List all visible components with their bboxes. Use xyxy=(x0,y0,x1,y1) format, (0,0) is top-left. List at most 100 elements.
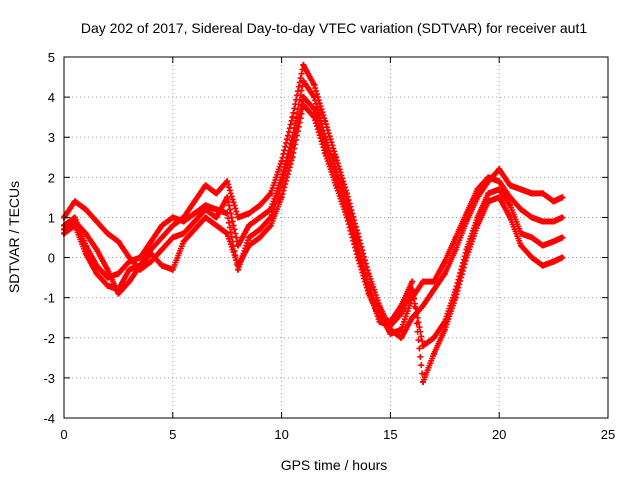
y-axis-label: SDTVAR / TECUs xyxy=(6,181,22,293)
data-point xyxy=(528,190,535,197)
data-point xyxy=(528,214,535,221)
data-point xyxy=(430,286,437,293)
data-point xyxy=(550,258,557,265)
data-point xyxy=(387,330,394,337)
data-point xyxy=(267,190,274,197)
data-point xyxy=(180,230,187,237)
data-point xyxy=(158,246,165,253)
x-axis-label: GPS time / hours xyxy=(281,457,388,473)
data-point xyxy=(213,190,220,197)
data-point xyxy=(517,186,524,193)
data-point xyxy=(191,226,198,233)
data-point xyxy=(256,214,263,221)
data-point xyxy=(148,238,155,245)
y-tick-label: 4 xyxy=(48,90,55,105)
data-point xyxy=(420,278,427,285)
series-trace-4 xyxy=(61,102,566,385)
data-point xyxy=(191,210,198,217)
y-tick-label: 1 xyxy=(48,210,55,225)
data-point xyxy=(398,326,405,333)
y-tick-label: -4 xyxy=(43,411,55,426)
data-point xyxy=(398,310,405,317)
y-tick-label: 2 xyxy=(48,170,55,185)
data-point xyxy=(300,62,307,69)
y-tick-label: -2 xyxy=(43,331,55,346)
data-point xyxy=(158,262,165,269)
chart-title: Day 202 of 2017, Sidereal Day-to-day VTE… xyxy=(81,20,588,36)
data-point xyxy=(300,78,307,85)
data-point xyxy=(158,222,165,229)
data-point xyxy=(474,222,481,229)
y-tick-label: -1 xyxy=(43,291,55,306)
plot-frame xyxy=(63,56,609,419)
data-point xyxy=(245,210,252,217)
data-point xyxy=(420,342,427,349)
data-point xyxy=(528,254,535,261)
data-point xyxy=(202,182,209,189)
data-point xyxy=(559,234,566,241)
data-point xyxy=(235,214,242,221)
data-point xyxy=(115,270,122,277)
data-point xyxy=(539,218,546,225)
data-point xyxy=(137,254,144,261)
data-point xyxy=(441,270,448,277)
data-point xyxy=(71,214,78,221)
data-point xyxy=(496,166,503,173)
data-point xyxy=(224,210,231,217)
data-point xyxy=(496,194,503,201)
data-point xyxy=(191,218,198,225)
x-tick-label: 0 xyxy=(60,427,67,442)
data-point xyxy=(115,286,122,293)
data-point xyxy=(137,262,144,269)
data-point xyxy=(398,334,405,341)
data-point xyxy=(126,266,133,273)
data-point xyxy=(224,194,231,201)
data-point xyxy=(485,174,492,181)
data-point xyxy=(104,230,111,237)
data-point xyxy=(93,246,100,253)
series-trace-3 xyxy=(61,94,566,349)
data-point xyxy=(507,202,514,209)
data-point xyxy=(452,294,459,301)
data-point xyxy=(311,114,318,121)
data-point xyxy=(126,278,133,285)
data-point xyxy=(71,198,78,205)
data-point xyxy=(550,198,557,205)
data-point xyxy=(71,222,78,229)
data-point xyxy=(224,178,231,185)
data-point xyxy=(104,274,111,281)
data-point xyxy=(311,106,318,113)
x-tick-label: 5 xyxy=(169,427,176,442)
data-point xyxy=(300,94,307,101)
data-point xyxy=(452,246,459,253)
data-point xyxy=(559,254,566,261)
data-point xyxy=(256,226,263,233)
data-point xyxy=(430,350,437,357)
data-point xyxy=(485,198,492,205)
data-point xyxy=(93,270,100,277)
data-point xyxy=(463,210,470,217)
data-point xyxy=(169,234,176,241)
data-point xyxy=(463,254,470,261)
data-point xyxy=(213,222,220,229)
axis-ticks: 0 5 10 15 20 25 -4 -3 -2 -1 0 1 2 3 4 5 xyxy=(43,50,615,442)
data-series xyxy=(61,62,566,385)
data-point xyxy=(104,266,111,273)
data-point xyxy=(245,234,252,241)
data-point xyxy=(441,326,448,333)
data-point xyxy=(115,238,122,245)
data-point xyxy=(452,234,459,241)
data-point xyxy=(245,222,252,229)
data-point xyxy=(441,258,448,265)
data-point xyxy=(539,190,546,197)
data-point xyxy=(82,250,89,257)
y-tick-label: 5 xyxy=(48,50,55,65)
data-point xyxy=(474,186,481,193)
data-point xyxy=(311,94,318,101)
data-point xyxy=(311,82,318,89)
data-point xyxy=(550,238,557,245)
y-tick-label: 3 xyxy=(48,130,55,145)
data-point xyxy=(235,262,242,269)
data-point xyxy=(202,214,209,221)
data-point xyxy=(354,254,361,261)
